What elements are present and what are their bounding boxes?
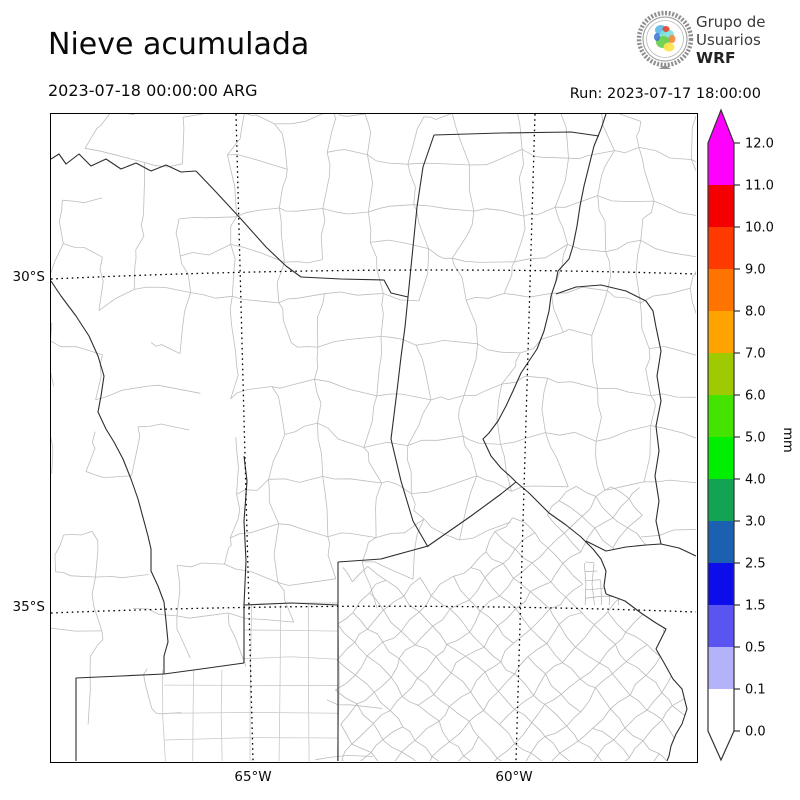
graticule-dotted-lines <box>51 114 696 761</box>
colorbar-tick-label: 6.0 <box>745 389 766 404</box>
colorbar-extend-over-arrow <box>708 110 734 143</box>
wrf-users-group-logo: Grupo de Usuarios WRF <box>636 10 766 69</box>
colorbar-segment <box>708 521 734 563</box>
colorbar-tick-label: 10.0 <box>745 221 774 236</box>
colorbar-tick-label: 5.0 <box>745 431 766 446</box>
colorbar-tick-label: 8.0 <box>745 305 766 320</box>
colorbar: 0.0 0.1 0.5 1.5 2.5 3.0 4.0 5.0 6.0 7.0 8.0 9.0 10.0… <box>707 108 795 762</box>
colorbar-segment <box>708 185 734 227</box>
run-datetime-label: Run: 2023-07-17 18:00:00 <box>569 86 761 102</box>
lon-tick-label-65w: 65°W <box>234 769 272 785</box>
colorbar-unit-label: mm <box>780 427 795 452</box>
map-drawing <box>51 114 696 761</box>
lat-tick-label-35s: 35°S <box>12 599 46 615</box>
province-boundaries <box>51 114 696 761</box>
colorbar-tick-label: 7.0 <box>745 347 766 362</box>
valid-datetime-label: 2023-07-18 00:00:00 ARG <box>48 81 258 100</box>
logo-line-1: Grupo de <box>696 13 766 31</box>
department-boundaries-mesh <box>51 114 696 761</box>
colorbar-tick-label: 4.0 <box>745 473 766 488</box>
ocean-mask <box>586 541 696 761</box>
colorbar-tick-label: 0.1 <box>745 683 766 698</box>
colorbar-segment <box>708 311 734 353</box>
colorbar-segment <box>708 647 734 689</box>
colorbar-tick-label: 0.5 <box>745 641 766 656</box>
colorbar-tick-label: 12.0 <box>745 137 774 152</box>
colorbar-tick-label: 0.0 <box>745 725 766 740</box>
colorbar-segment <box>708 479 734 521</box>
colorbar-tick-label: 2.5 <box>745 557 766 572</box>
colorbar-segment <box>708 227 734 269</box>
colorbar-tick-label: 11.0 <box>745 179 774 194</box>
colorbar-segment <box>708 353 734 395</box>
colorbar-tick-label: 3.0 <box>745 515 766 530</box>
colorbar-segment <box>708 563 734 605</box>
logo-line-2: Usuarios <box>696 31 761 49</box>
colorbar-tick-label: 1.5 <box>745 599 766 614</box>
logo-line-3: WRF <box>696 49 736 67</box>
colorbar-segment <box>708 437 734 479</box>
logo-emblem-icon <box>636 10 694 69</box>
page-title: Nieve acumulada <box>48 27 310 62</box>
colorbar-segment <box>708 143 734 185</box>
colorbar-segment <box>708 605 734 647</box>
colorbar-segment <box>708 269 734 311</box>
colorbar-segment <box>708 395 734 437</box>
map-canvas <box>50 113 698 763</box>
colorbar-segment <box>708 689 734 731</box>
lat-tick-label-30s: 30°S <box>12 269 46 285</box>
colorbar-extend-under-arrow <box>708 731 734 760</box>
colorbar-tick-label: 9.0 <box>745 263 766 278</box>
logo-wordmark: Grupo de Usuarios WRF <box>696 13 766 67</box>
lon-tick-label-60w: 60°W <box>495 769 533 785</box>
